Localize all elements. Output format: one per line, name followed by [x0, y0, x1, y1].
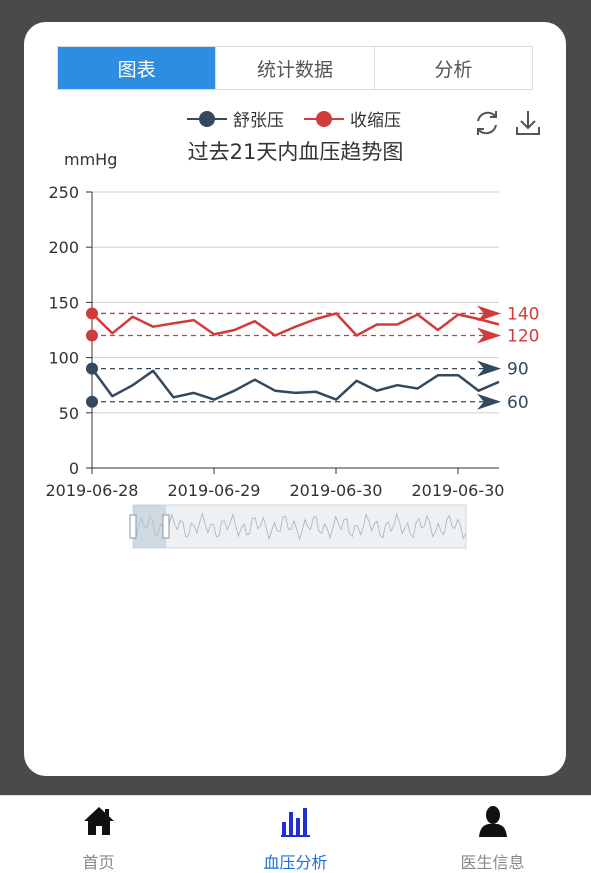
reference-arrow — [477, 305, 501, 322]
chart-legend: 舒张压 收缩压 — [0, 106, 591, 131]
bottom-nav: 首页 血压分析 医生信息 — [0, 795, 591, 873]
chart-title: 过去21天内血压趋势图 — [187, 140, 404, 164]
reference-arrow — [477, 393, 501, 410]
reference-value-label: 90 — [507, 360, 529, 380]
zoom-slider-handle[interactable] — [129, 514, 137, 539]
y-tick-label: 50 — [59, 404, 79, 423]
user-icon — [479, 806, 507, 837]
y-tick-label: 200 — [48, 238, 79, 257]
x-tick-label: 2019-06-29 — [168, 481, 261, 500]
refresh-icon[interactable] — [472, 108, 502, 138]
reference-value-label: 120 — [507, 327, 539, 347]
x-tick-label: 2019-06-30 — [412, 481, 505, 500]
zoom-slider-track — [132, 504, 467, 549]
reference-value-label: 140 — [507, 304, 539, 324]
y-tick-label: 150 — [48, 293, 79, 312]
home-icon — [84, 807, 114, 835]
legend-diastolic[interactable]: 舒张压 — [187, 106, 284, 131]
legend-systolic[interactable]: 收缩压 — [304, 106, 401, 131]
bp-trend-chart: 0 50 100 150 200 250 2019-06-28 2019-06-29 2019-… — [46, 183, 539, 549]
series-line — [91, 312, 500, 337]
chart-card: 图表 统计数据 分析 — [24, 22, 566, 776]
nav-bp-analysis-label: 血压分析 — [263, 853, 328, 872]
nav-doctor-info-label: 医生信息 — [460, 853, 525, 872]
legend-diastolic-label: 舒张压 — [233, 111, 284, 131]
legend-systolic-label: 收缩压 — [350, 111, 401, 131]
x-tick-label: 2019-06-28 — [46, 481, 139, 500]
tab-bar: 图表 统计数据 分析 — [57, 46, 533, 90]
tab-analysis[interactable]: 分析 — [434, 58, 473, 81]
reference-arrow — [477, 360, 501, 377]
download-icon[interactable] — [513, 108, 543, 138]
series-line — [90, 367, 500, 401]
zoom-slider-selection[interactable] — [133, 505, 166, 548]
bar-chart-icon — [281, 808, 310, 837]
tab-statistics[interactable]: 统计数据 — [216, 47, 375, 89]
reference-arrow — [477, 327, 501, 344]
y-tick-label: 0 — [69, 459, 79, 478]
legend-systolic-symbol — [304, 109, 344, 129]
y-tick-label: 250 — [48, 183, 79, 202]
reference-value-label: 60 — [507, 393, 529, 413]
y-tick-label: 100 — [48, 349, 79, 368]
y-axis-unit: mmHg — [64, 150, 118, 169]
nav-bp-analysis[interactable]: 血压分析 — [197, 796, 394, 873]
reference-start-point[interactable] — [86, 395, 98, 408]
reference-start-point[interactable] — [86, 329, 98, 342]
x-tick-label: 2019-06-30 — [290, 481, 383, 500]
zoom-slider-preview — [132, 512, 467, 541]
nav-home-label: 首页 — [82, 853, 115, 872]
tab-chart[interactable]: 图表 — [58, 47, 217, 89]
nav-home[interactable]: 首页 — [0, 796, 197, 873]
nav-doctor-info[interactable]: 医生信息 — [394, 796, 591, 873]
zoom-slider-handle[interactable] — [162, 514, 170, 539]
legend-diastolic-symbol — [187, 109, 227, 129]
